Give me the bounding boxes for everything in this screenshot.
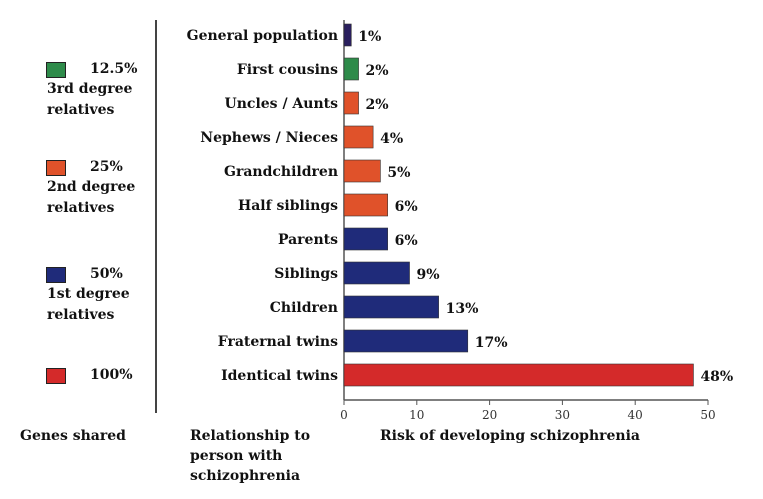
bar	[343, 159, 381, 183]
relationship-label: Relationship to person with schizophreni…	[190, 426, 310, 486]
bar	[343, 57, 359, 81]
data-label: 2%	[366, 63, 389, 79]
data-label: 2%	[366, 97, 389, 113]
category-label: Parents	[278, 232, 338, 248]
divider-line	[155, 20, 157, 413]
legend-percent: 25%	[90, 159, 123, 175]
category-label: Grandchildren	[224, 164, 338, 180]
legend-description-line: 3rd degree	[47, 81, 133, 97]
data-label: 4%	[380, 131, 403, 147]
category-label: Fraternal twins	[218, 334, 338, 350]
legend-swatch	[46, 368, 66, 384]
bar	[343, 91, 359, 115]
genes-shared-label: Genes shared	[20, 428, 126, 444]
data-label: 9%	[417, 267, 440, 283]
category-label: Identical twins	[221, 368, 338, 384]
legend-percent: 12.5%	[90, 61, 138, 77]
bar	[343, 295, 439, 319]
legend-swatch	[46, 160, 66, 176]
legend-description: 2nd degree relatives	[47, 177, 135, 219]
legend-swatch	[46, 62, 66, 78]
relationship-label-line: Relationship to	[190, 428, 311, 444]
bar	[343, 363, 694, 387]
data-label: 13%	[446, 301, 479, 317]
legend-swatch	[46, 267, 66, 283]
category-label: General population	[187, 28, 338, 44]
x-tick-label: 50	[700, 408, 715, 422]
bar	[343, 193, 388, 217]
data-label: 48%	[700, 369, 733, 385]
category-label: First cousins	[237, 62, 338, 78]
bar	[343, 261, 410, 285]
x-tick-label: 10	[409, 408, 424, 422]
x-tick-label: 20	[482, 408, 497, 422]
x-tick-label: 0	[340, 408, 348, 422]
legend-description-line: 1st degree	[47, 286, 130, 302]
data-label: 1%	[358, 29, 381, 45]
x-axis-title: Risk of developing schizophrenia	[380, 428, 640, 444]
category-label: Siblings	[274, 266, 338, 282]
bar	[343, 125, 374, 149]
category-label: Half siblings	[238, 198, 338, 214]
data-label: 5%	[387, 165, 410, 181]
legend-description: 1st degree relatives	[47, 284, 130, 326]
bar	[343, 329, 469, 353]
legend-percent: 100%	[90, 367, 133, 383]
legend-percent: 50%	[90, 266, 123, 282]
bar	[343, 227, 388, 251]
x-tick-label: 40	[628, 408, 643, 422]
legend-description-line: relatives	[47, 307, 115, 323]
legend-description: 3rd degree relatives	[47, 79, 132, 121]
data-label: 6%	[395, 233, 418, 249]
category-label: Uncles / Aunts	[225, 96, 339, 112]
category-label: Children	[270, 300, 338, 316]
relationship-label-line: schizophrenia	[190, 468, 301, 484]
legend-description-line: relatives	[47, 200, 115, 216]
legend-description-line: 2nd degree	[47, 179, 136, 195]
relationship-label-line: person with	[190, 448, 283, 464]
bar	[343, 23, 352, 47]
category-label: Nephews / Nieces	[200, 130, 338, 146]
data-label: 17%	[475, 335, 508, 351]
legend-description-line: relatives	[47, 102, 115, 118]
x-tick-label: 30	[555, 408, 570, 422]
data-label: 6%	[395, 199, 418, 215]
